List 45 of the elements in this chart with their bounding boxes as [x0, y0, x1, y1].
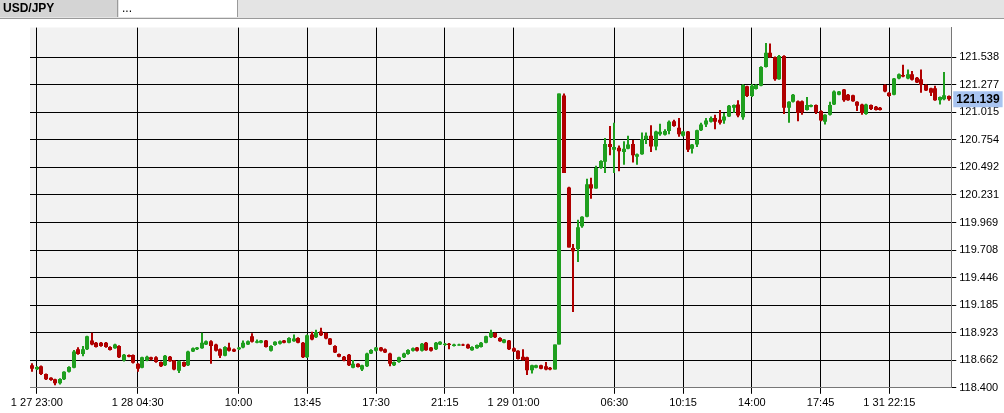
candlestick	[612, 121, 616, 174]
x-tick-label: 1 27 23:00	[10, 396, 63, 409]
y-tick-label: 118.400	[959, 380, 999, 393]
y-tick-label: 120.754	[959, 132, 999, 145]
x-tick-label: 06:30	[600, 396, 629, 409]
candlestick	[589, 176, 593, 200]
x-tick-label: 17:45	[806, 396, 835, 409]
candlestick	[686, 129, 690, 153]
y-tick-label: 118.923	[959, 325, 999, 338]
x-tick-label: 1 28 04:30	[111, 396, 164, 409]
candlestick	[640, 131, 644, 156]
candlestick	[631, 138, 635, 164]
x-tick-label: 13:45	[293, 396, 322, 409]
y-tick-label: 121.277	[959, 77, 999, 90]
x-tick-label: 1 29 01:00	[487, 396, 540, 409]
candlestick	[677, 116, 681, 138]
x-tick-label: 21:15	[431, 396, 459, 409]
y-tick-label: 119.446	[959, 270, 999, 283]
y-tick-label: 119.708	[959, 243, 999, 256]
x-tick-label: 1 31 22:15	[863, 396, 916, 409]
y-tick-label: 120.492	[959, 160, 999, 173]
candlestick	[773, 55, 777, 82]
x-tick-label: 14:00	[738, 396, 766, 409]
text: 121.139	[956, 91, 1000, 106]
candlestick	[942, 71, 946, 102]
candlestick	[777, 53, 781, 81]
y-tick-label: 120.231	[959, 187, 999, 200]
x-tick-label: 10:00	[224, 396, 253, 409]
y-tick-label: 121.538	[959, 50, 999, 63]
chart-title: USD/JPY	[0, 0, 118, 17]
candlestick	[764, 41, 768, 69]
candlestick	[594, 164, 598, 190]
candlestick	[608, 125, 612, 157]
y-tick-label: 119.185	[959, 298, 999, 311]
x-tick-label: 10:15	[669, 396, 697, 409]
y-tick-label: 118.662	[959, 353, 999, 366]
candlestick	[622, 140, 626, 166]
y-tick-label: 119.969	[959, 215, 999, 228]
candlestick	[919, 68, 923, 94]
candlestick	[603, 137, 607, 174]
y-tick-label: 121.015	[959, 105, 999, 118]
candlestick	[649, 124, 653, 153]
candlestick	[576, 218, 580, 263]
x-tick-label: 17:30	[362, 396, 390, 409]
text: ...	[119, 0, 238, 17]
